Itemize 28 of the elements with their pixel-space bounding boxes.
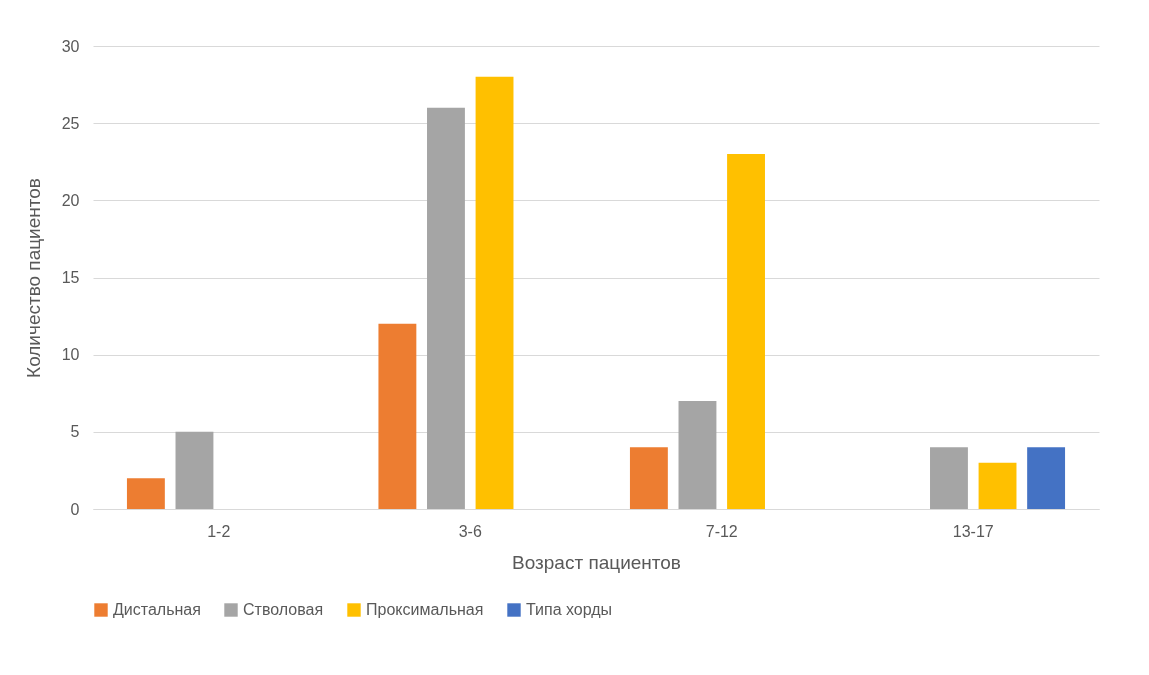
y-tick-label: 25 [61, 114, 80, 132]
bar [427, 107, 465, 509]
bar [629, 447, 668, 509]
y-tick-label: 30 [61, 37, 80, 55]
legend-label: Стволовая [243, 601, 324, 618]
y-tick-label: 5 [70, 423, 80, 441]
bar [727, 154, 765, 509]
bar [930, 447, 968, 509]
y-tick-label: 10 [61, 346, 80, 364]
y-tick-label: 0 [70, 500, 80, 518]
x-tick-label: 7-12 [705, 522, 738, 540]
x-tick-label: 1-2 [207, 522, 231, 540]
y-tick-label: 15 [61, 269, 80, 286]
bar [678, 400, 717, 509]
legend-label: Типа хорды [526, 601, 613, 618]
bar [126, 478, 165, 509]
bar [475, 76, 514, 509]
x-tick-label: 3-6 [458, 522, 482, 540]
bar [378, 323, 417, 509]
y-axis-title: Количество пациентов [22, 178, 44, 378]
x-tick-label: 13-17 [952, 522, 994, 540]
y-tick-label: 20 [61, 191, 80, 209]
bar [978, 462, 1017, 509]
bar [175, 431, 214, 509]
bar [1027, 447, 1066, 509]
legend-label: Проксимальная [366, 601, 484, 618]
legend-label: Дистальная [113, 601, 201, 618]
x-axis-title: Возраст пациентов [512, 551, 681, 573]
